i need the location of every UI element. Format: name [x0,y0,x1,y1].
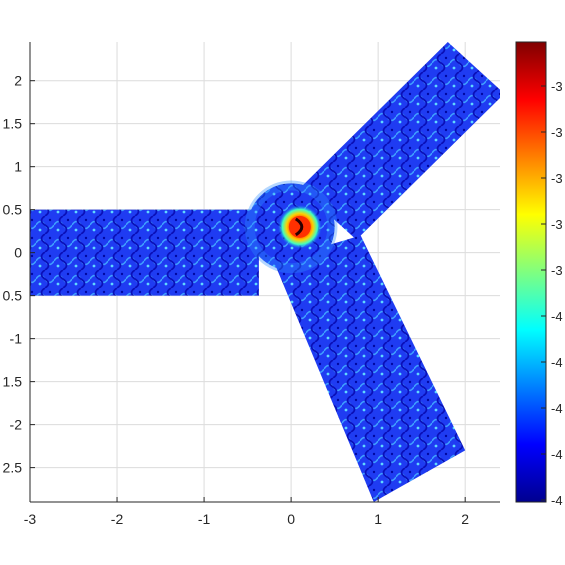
colorbar-tick-label: -4 [551,355,563,370]
y-tick-label: 2 [14,73,22,89]
arm-upper-right [299,42,500,240]
x-tick-label: 2 [461,511,469,527]
y-tick-label: 0.5 [3,202,23,218]
colorbar-tick-label: -3 [551,125,563,140]
x-tick-label: 0 [287,511,295,527]
y-tick-label: 1.5 [3,374,23,390]
x-tick-label: -3 [24,511,37,527]
y-tick-label: 0 [14,245,22,261]
colorbar-tick-label: -4 [551,401,563,416]
colorbar: -3 -3 -3 -3 -3 -4 -4 -4 -4 -4 [515,41,563,508]
field-domain [30,42,500,502]
colorbar-tick-label: -4 [551,309,563,324]
junction-ring [244,180,338,274]
y-tick-labels: 2 1.5 1 0.5 0 0.5 -1 1.5 -2 2.5 [3,73,23,476]
colorbar-tick-label: -4 [551,447,563,462]
arm-left [30,209,259,296]
hot-spot-crescent [294,217,304,237]
colorbar-bar [515,41,547,503]
arm-lower-right [273,235,466,502]
axes [29,42,500,503]
hot-spot-core [288,215,311,238]
x-tick-labels: -3 -2 -1 0 1 2 [24,511,470,527]
y-tick-label: 1 [14,159,22,175]
x-tick-label: -1 [198,511,211,527]
y-tick-label: 2.5 [3,460,23,476]
x-tick-label: 1 [374,511,382,527]
y-tick-label: -1 [10,331,23,347]
colorbar-tick-label: -3 [551,79,563,94]
colorbar-tick-label: -3 [551,217,563,232]
colorbar-tick-label: -3 [551,171,563,186]
colorbar-tick-label: -4 [551,493,563,508]
y-tick-label: -2 [10,417,23,433]
y-tick-label: 0.5 [3,288,23,304]
y-tick-label: 1.5 [3,116,23,132]
colorbar-tick-label: -3 [551,263,563,278]
x-tick-label: -2 [111,511,124,527]
